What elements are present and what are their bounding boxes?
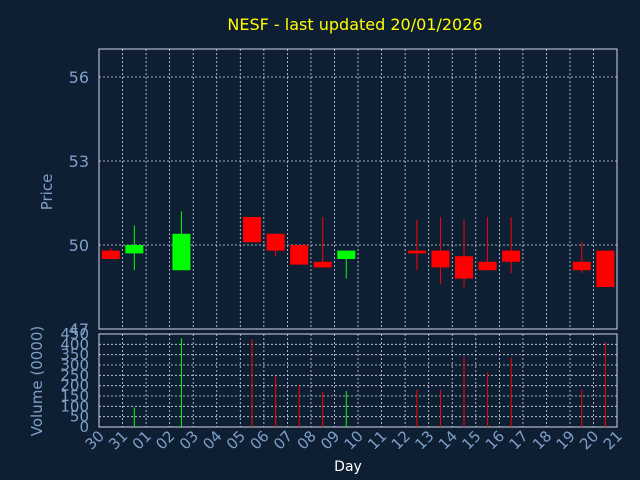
candle-body xyxy=(337,250,356,259)
day-tick-label: 06 xyxy=(246,427,272,453)
day-tick-label: 15 xyxy=(458,427,484,453)
day-tick-label: 07 xyxy=(270,427,296,453)
day-tick-label: 17 xyxy=(505,427,531,453)
day-tick-label: 20 xyxy=(576,427,602,453)
day-tick-label: 11 xyxy=(364,427,390,453)
candle-body xyxy=(172,233,191,271)
day-tick-label: 02 xyxy=(152,427,178,453)
price-panel: 47 50 53 56 xyxy=(69,48,618,339)
candle-body xyxy=(502,250,521,262)
candle-body xyxy=(290,245,309,265)
price-tick-label: 47 xyxy=(69,320,89,339)
candle-body xyxy=(243,217,262,243)
volume-tick-label: 250 xyxy=(60,366,89,384)
volume-tick-label: 350 xyxy=(60,346,89,364)
day-tick-label: 12 xyxy=(388,427,414,453)
candle-body xyxy=(407,250,426,254)
day-tick-label: 18 xyxy=(529,427,555,453)
day-tick-label: 01 xyxy=(129,427,155,453)
volume-tick-label: 450 xyxy=(60,325,89,343)
day-tick-label: 04 xyxy=(199,427,225,453)
candle-body xyxy=(596,250,615,287)
price-tick-label: 56 xyxy=(69,68,89,87)
volume-tick-label: 150 xyxy=(60,387,89,405)
candle-body xyxy=(125,245,144,254)
candle-body xyxy=(266,233,285,251)
volume-tick-label: 200 xyxy=(60,377,89,395)
candle-body xyxy=(572,261,591,271)
day-tick-label: 08 xyxy=(294,427,320,453)
volume-tick-label: 50 xyxy=(70,408,89,426)
volume-panel: 0501001502002503003504004503031010203040… xyxy=(60,325,626,453)
candle-body xyxy=(455,256,474,279)
day-tick-label: 21 xyxy=(600,427,626,453)
volume-tick-label: 300 xyxy=(60,356,89,374)
volume-tick-label: 400 xyxy=(60,335,89,353)
chart-title: NESF - last updated 20/01/2026 xyxy=(227,15,482,34)
day-tick-label: 10 xyxy=(341,427,367,453)
volume-axis-label: Volume (0000) xyxy=(28,326,46,436)
candle-body xyxy=(478,261,497,271)
day-tick-label: 13 xyxy=(411,427,437,453)
day-tick-label: 31 xyxy=(105,427,131,453)
candle-body xyxy=(431,250,450,268)
day-axis-label: Day xyxy=(334,459,362,475)
day-tick-label: 05 xyxy=(223,427,249,453)
price-axis-label: Price xyxy=(38,174,56,211)
price-tick-label: 50 xyxy=(69,236,89,255)
candle-body xyxy=(101,250,120,259)
day-tick-label: 09 xyxy=(317,427,343,453)
day-tick-label: 03 xyxy=(176,427,202,453)
day-tick-label: 14 xyxy=(435,427,461,453)
volume-tick-label: 100 xyxy=(60,397,89,415)
day-tick-label: 19 xyxy=(553,427,579,453)
volume-tick-label: 0 xyxy=(79,418,89,436)
candle-body xyxy=(313,261,332,268)
price-tick-label: 53 xyxy=(69,152,89,171)
day-tick-label: 16 xyxy=(482,427,508,453)
